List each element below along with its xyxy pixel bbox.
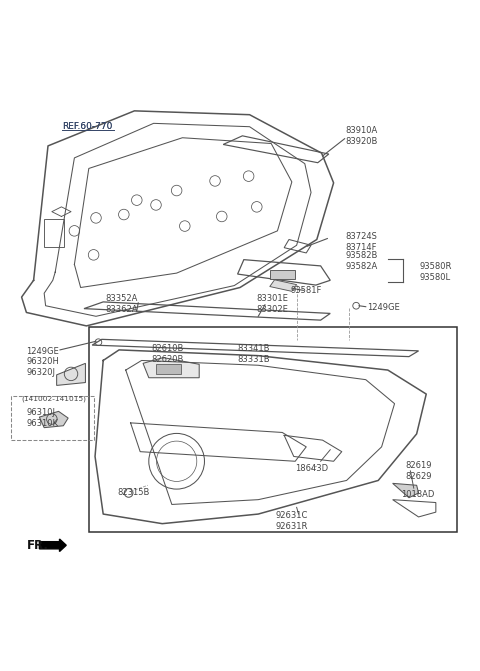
Text: 83910A
83920B: 83910A 83920B <box>346 126 378 146</box>
Text: 93580R
93580L: 93580R 93580L <box>420 262 452 282</box>
Text: 83301E
83302E: 83301E 83302E <box>257 295 288 314</box>
Text: FR.: FR. <box>26 539 48 552</box>
Polygon shape <box>270 280 297 291</box>
Text: 1018AD: 1018AD <box>401 491 434 499</box>
Text: 83341B
83331B: 83341B 83331B <box>238 344 270 364</box>
Bar <box>270 270 295 279</box>
Bar <box>156 364 181 374</box>
Text: 96310J
96310K: 96310J 96310K <box>26 408 59 428</box>
Text: (141002-141015): (141002-141015) <box>22 396 86 402</box>
Text: 1249GE: 1249GE <box>26 347 59 356</box>
Polygon shape <box>57 363 85 385</box>
Text: 82315B: 82315B <box>118 488 150 497</box>
Text: 96320H
96320J: 96320H 96320J <box>26 357 59 376</box>
Text: 83724S
83714F: 83724S 83714F <box>346 232 377 252</box>
Text: 93581F: 93581F <box>290 286 322 295</box>
Text: REF.60-770: REF.60-770 <box>62 122 113 132</box>
FancyArrow shape <box>39 539 66 552</box>
Text: 93582B
93582A: 93582B 93582A <box>346 251 378 271</box>
Polygon shape <box>143 358 199 378</box>
Text: 18643D: 18643D <box>295 464 328 474</box>
Bar <box>44 219 64 247</box>
Text: 82619
82629: 82619 82629 <box>406 461 432 481</box>
Text: 92631C
92631R: 92631C 92631R <box>276 511 308 531</box>
Polygon shape <box>39 411 68 427</box>
Text: 83352A
83362A: 83352A 83362A <box>106 295 138 314</box>
Bar <box>89 327 457 532</box>
Polygon shape <box>393 483 419 498</box>
Text: 82610B
82620B: 82610B 82620B <box>151 344 183 364</box>
Text: 1249GE: 1249GE <box>367 303 400 312</box>
Text: REF.60-770: REF.60-770 <box>62 122 113 132</box>
